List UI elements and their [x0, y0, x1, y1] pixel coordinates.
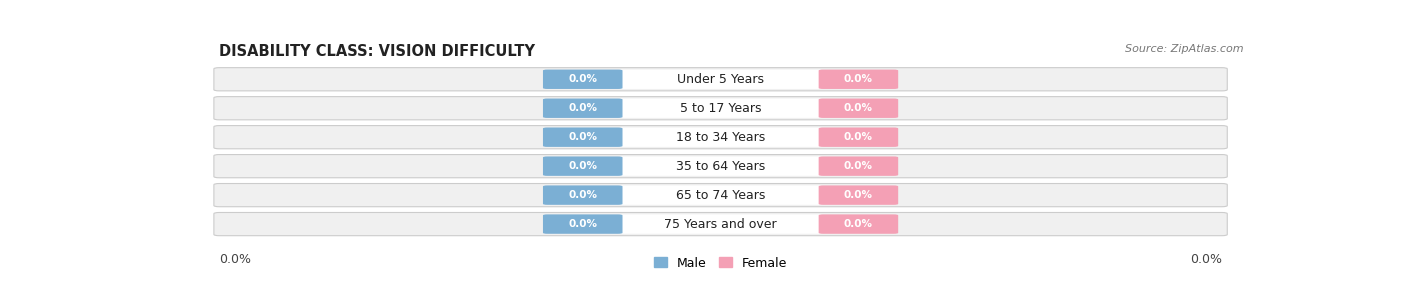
FancyBboxPatch shape: [619, 214, 823, 234]
FancyBboxPatch shape: [619, 127, 823, 147]
Text: 0.0%: 0.0%: [568, 103, 598, 113]
Text: 0.0%: 0.0%: [844, 132, 873, 142]
Text: 0.0%: 0.0%: [844, 161, 873, 171]
FancyBboxPatch shape: [818, 127, 898, 147]
Text: 0.0%: 0.0%: [568, 161, 598, 171]
FancyBboxPatch shape: [543, 99, 623, 118]
FancyBboxPatch shape: [214, 155, 1227, 178]
FancyBboxPatch shape: [818, 214, 898, 234]
Text: 65 to 74 Years: 65 to 74 Years: [676, 188, 765, 202]
Text: 0.0%: 0.0%: [844, 103, 873, 113]
Text: 35 to 64 Years: 35 to 64 Years: [676, 160, 765, 173]
Text: 0.0%: 0.0%: [568, 132, 598, 142]
FancyBboxPatch shape: [214, 126, 1227, 149]
Text: 0.0%: 0.0%: [568, 74, 598, 84]
Text: 75 Years and over: 75 Years and over: [664, 217, 778, 231]
Text: 0.0%: 0.0%: [844, 74, 873, 84]
FancyBboxPatch shape: [818, 99, 898, 118]
Text: 0.0%: 0.0%: [844, 219, 873, 229]
FancyBboxPatch shape: [214, 68, 1227, 91]
FancyBboxPatch shape: [619, 156, 823, 176]
Text: 0.0%: 0.0%: [1189, 253, 1222, 266]
Text: 5 to 17 Years: 5 to 17 Years: [681, 102, 761, 115]
Text: DISABILITY CLASS: VISION DIFFICULTY: DISABILITY CLASS: VISION DIFFICULTY: [219, 44, 536, 59]
Text: 0.0%: 0.0%: [568, 190, 598, 200]
FancyBboxPatch shape: [214, 213, 1227, 236]
FancyBboxPatch shape: [619, 185, 823, 205]
Text: Under 5 Years: Under 5 Years: [678, 73, 763, 86]
FancyBboxPatch shape: [214, 184, 1227, 207]
FancyBboxPatch shape: [214, 97, 1227, 120]
Text: 0.0%: 0.0%: [844, 190, 873, 200]
FancyBboxPatch shape: [818, 156, 898, 176]
FancyBboxPatch shape: [818, 70, 898, 89]
FancyBboxPatch shape: [543, 214, 623, 234]
FancyBboxPatch shape: [619, 70, 823, 89]
Text: 18 to 34 Years: 18 to 34 Years: [676, 131, 765, 144]
Text: Source: ZipAtlas.com: Source: ZipAtlas.com: [1125, 44, 1244, 54]
FancyBboxPatch shape: [543, 70, 623, 89]
FancyBboxPatch shape: [543, 156, 623, 176]
FancyBboxPatch shape: [818, 185, 898, 205]
FancyBboxPatch shape: [619, 99, 823, 118]
Text: 0.0%: 0.0%: [219, 253, 252, 266]
FancyBboxPatch shape: [543, 185, 623, 205]
FancyBboxPatch shape: [543, 127, 623, 147]
Text: 0.0%: 0.0%: [568, 219, 598, 229]
Legend: Male, Female: Male, Female: [650, 252, 792, 274]
